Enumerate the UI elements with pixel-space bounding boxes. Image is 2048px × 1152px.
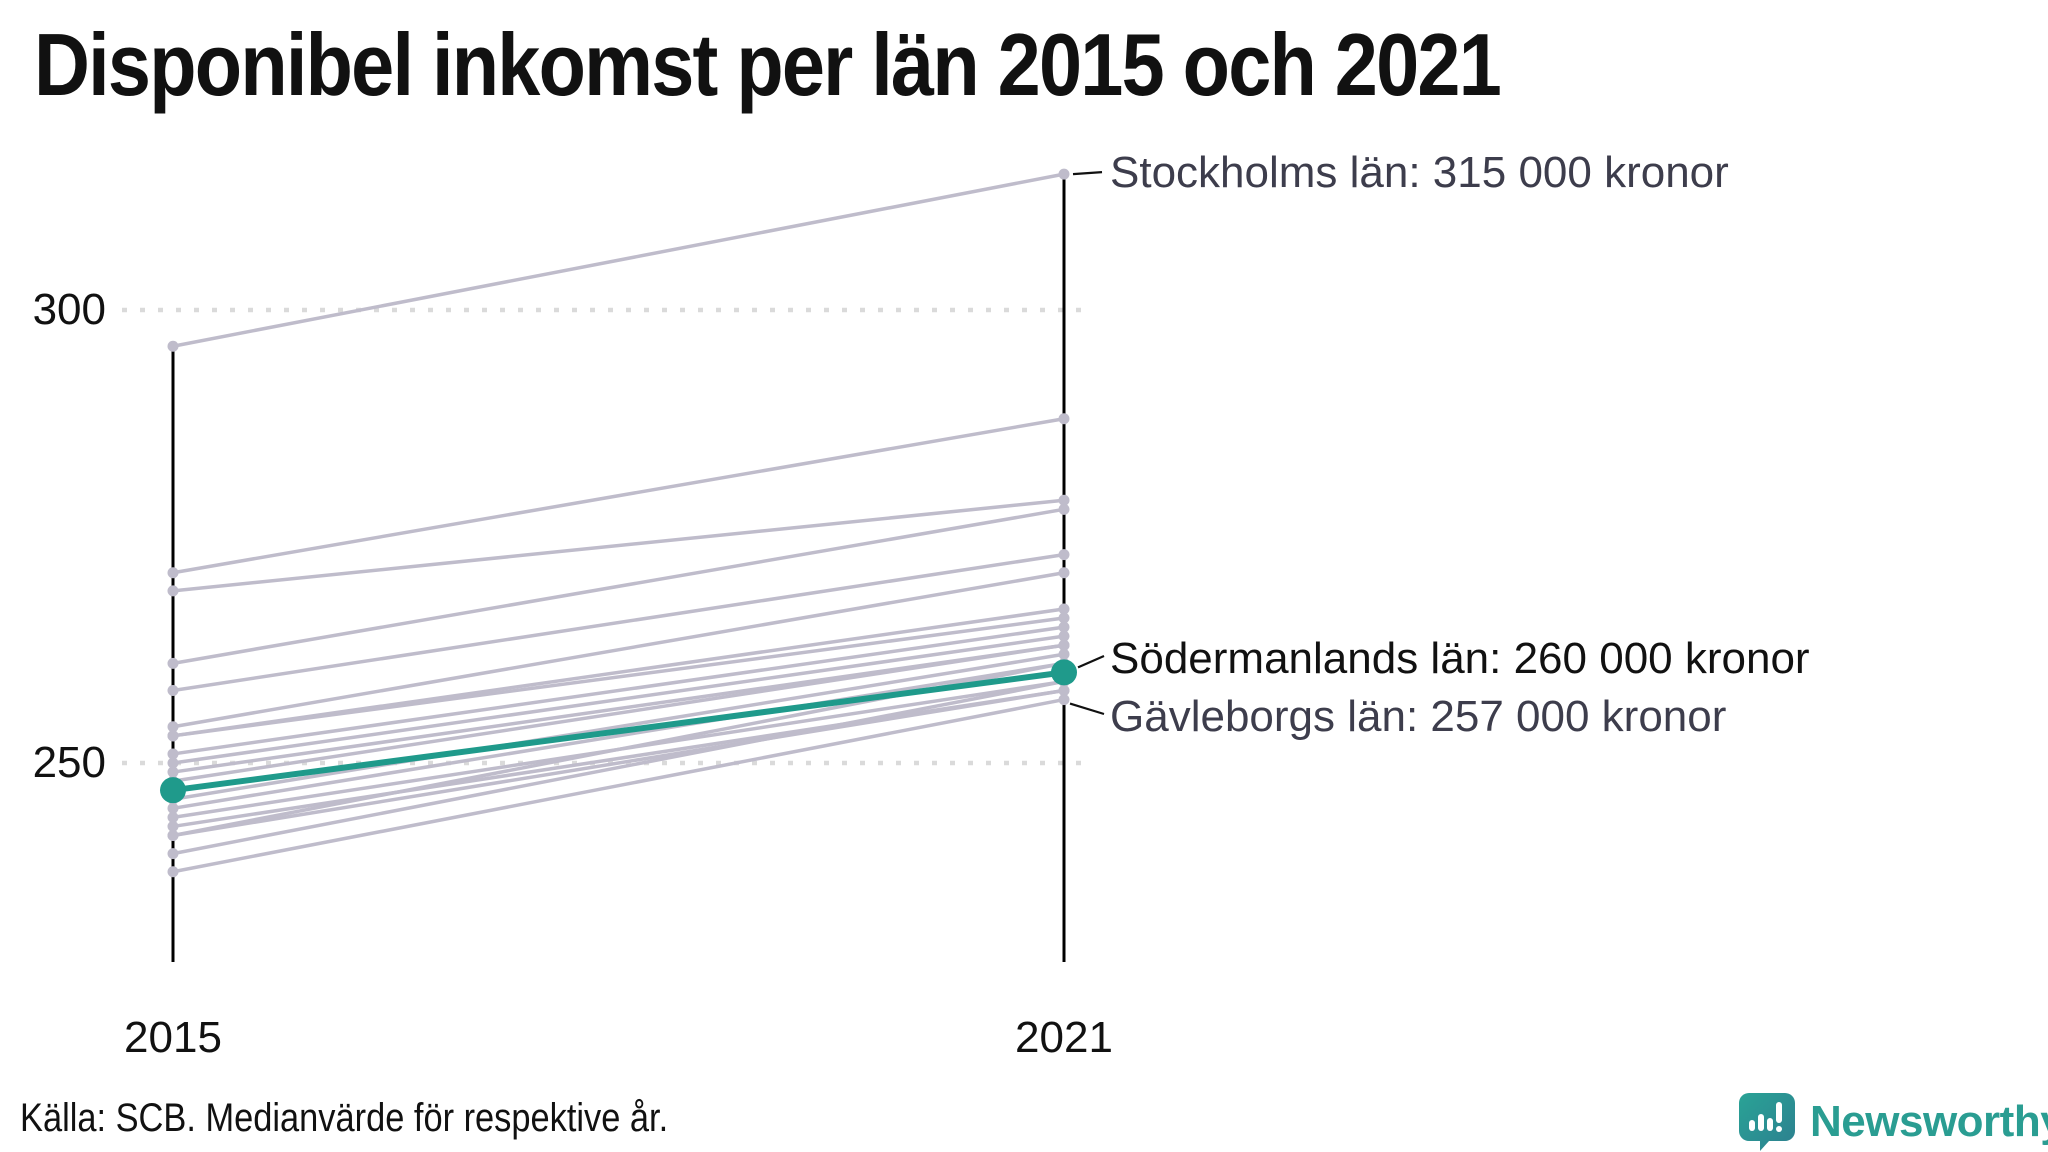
data-point-2015 — [167, 757, 179, 769]
slope-line-highlight — [170, 669, 1067, 794]
slope-line — [171, 652, 1066, 801]
data-point-2015 — [167, 685, 179, 697]
slope-line — [171, 498, 1066, 593]
data-point-2015 — [167, 802, 179, 814]
slope-line — [171, 570, 1066, 729]
data-point-2015 — [167, 848, 179, 860]
data-point-2021 — [1058, 413, 1070, 425]
x-axis-label-2015: 2015 — [124, 1013, 222, 1062]
source-note: Källa: SCB. Medianvärde för respektive å… — [20, 1096, 669, 1140]
data-point-2015 — [167, 829, 179, 841]
annotation-pointer-stockholm — [1072, 171, 1103, 176]
data-point-2021 — [1058, 567, 1070, 579]
data-point-2021 — [1058, 168, 1070, 180]
y-axis-tick-250: 250 — [32, 738, 106, 787]
data-point-2021 — [1058, 503, 1070, 515]
slope-line — [171, 172, 1066, 348]
newsworthy-logo-icon — [1739, 1093, 1795, 1151]
data-point-2015 — [167, 585, 179, 597]
data-point-2015 — [167, 657, 179, 669]
slope-line — [171, 552, 1066, 693]
data-point-2015 — [167, 721, 179, 733]
slope-line — [171, 697, 1066, 874]
data-point-2015 — [167, 748, 179, 760]
slope-line — [171, 507, 1066, 666]
data-point-2021 — [1058, 630, 1070, 642]
data-point-2021 — [1058, 621, 1070, 633]
data-point-2021 — [1058, 549, 1070, 561]
chart-title: Disponibel inkomst per län 2015 och 2021 — [34, 15, 1502, 114]
annotation-stockholm: Stockholms län: 315 000 kronor — [1110, 148, 1729, 197]
data-point-2021 — [1058, 694, 1070, 706]
slope-line — [171, 416, 1066, 575]
slope-line — [171, 625, 1066, 756]
annotation-sodermanland: Södermanlands län: 260 000 kronor — [1110, 634, 1810, 683]
slope-line — [171, 661, 1066, 811]
data-point-2015 — [167, 340, 179, 352]
annotation-pointer-gavleborg — [1069, 702, 1105, 716]
slope-line — [171, 616, 1066, 738]
slope-line — [171, 634, 1066, 765]
data-point-2015 — [167, 730, 179, 742]
newsworthy-logo-text: Newsworthy — [1810, 1097, 2048, 1146]
data-point-2015 — [167, 866, 179, 878]
data-point-2015 — [167, 820, 179, 832]
y-axis-tick-300: 300 — [32, 285, 106, 334]
data-point-2021 — [1058, 494, 1070, 506]
data-point-2021 — [1051, 659, 1077, 686]
newsworthy-logo[interactable]: Newsworthy — [1738, 1092, 2048, 1152]
x-axis-label-2021: 2021 — [1015, 1013, 1113, 1062]
data-point-2015 — [167, 811, 179, 823]
data-point-2015 — [167, 567, 179, 579]
annotation-gavleborg: Gävleborgs län: 257 000 kronor — [1110, 692, 1727, 741]
slope-line — [171, 679, 1066, 856]
data-point-2015 — [167, 766, 179, 778]
data-point-2021 — [1058, 612, 1070, 624]
slope-line — [171, 688, 1066, 838]
annotation-pointer-sodermanland — [1077, 654, 1105, 669]
slope-line — [171, 643, 1066, 783]
data-point-2021 — [1058, 685, 1070, 697]
data-point-2015 — [160, 777, 186, 804]
data-point-2021 — [1058, 639, 1070, 651]
data-point-2021 — [1058, 648, 1070, 660]
data-point-2021 — [1058, 603, 1070, 615]
